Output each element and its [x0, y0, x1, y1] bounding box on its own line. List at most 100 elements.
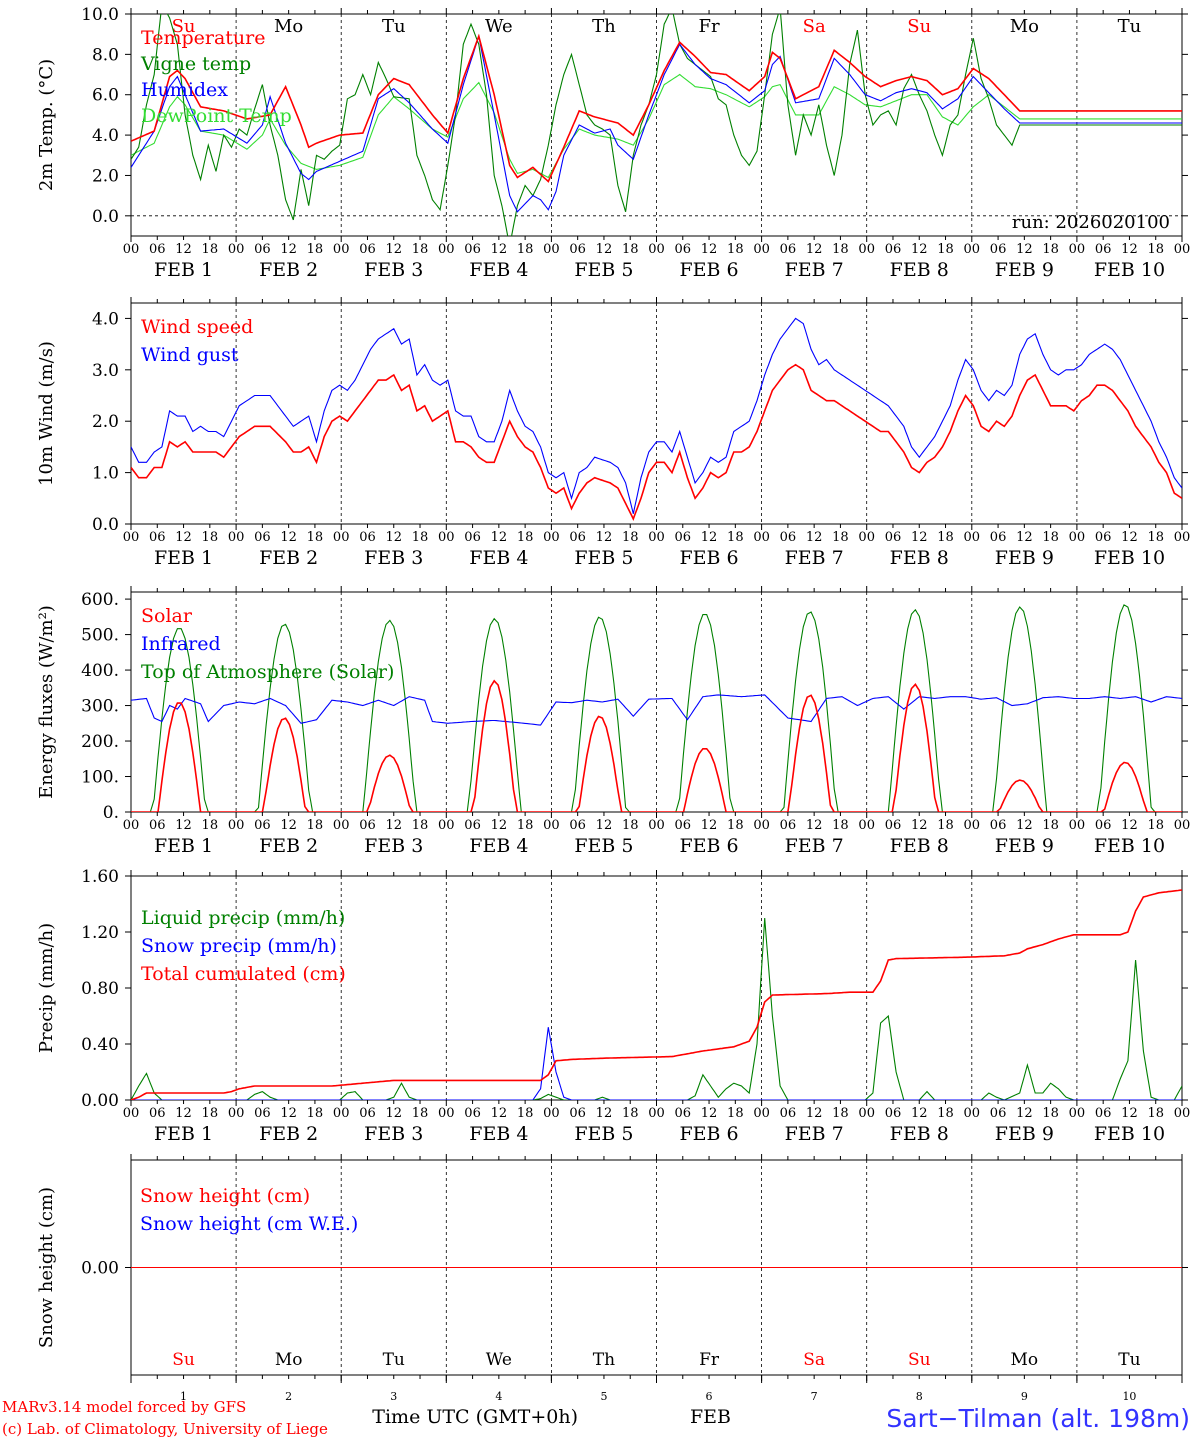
day-name-label: Mo [1010, 16, 1039, 37]
model-credit: MARv3.14 model forced by GFS [2, 1398, 246, 1416]
hour-tick-label: 06 [149, 530, 166, 545]
day-name-label: Sa [803, 16, 826, 37]
hour-tick-label: 18 [202, 1106, 219, 1121]
hour-tick-label: 12 [701, 818, 718, 833]
hour-tick-label: 00 [753, 1106, 770, 1121]
date-label: FEB 3 [364, 1123, 423, 1145]
hour-tick-label: 06 [464, 242, 481, 257]
legend-entry: Snow height (cm W.E.) [140, 1213, 358, 1235]
hour-tick-label: 12 [1121, 530, 1138, 545]
wind-panel: 00 06 12 18 00 06 12 18 00 06 12 18 00 06 12 18 00 06 12 18… [36, 297, 1190, 569]
hour-tick-label: 00 [1069, 242, 1086, 257]
date-label: FEB 5 [574, 1123, 633, 1145]
day-number-label: 6 [706, 1390, 713, 1403]
hour-tick-label: 18 [937, 818, 954, 833]
hour-tick-label: 18 [517, 530, 534, 545]
hour-tick-label: 06 [780, 818, 797, 833]
day-number-label: 7 [811, 1390, 818, 1403]
hour-tick-label: 06 [464, 530, 481, 545]
hour-tick-label: 00 [123, 818, 140, 833]
legend-entry: Temperature [141, 27, 265, 49]
hour-tick-label: 18 [727, 818, 744, 833]
snow-y-axis-label: Snow height (cm) [36, 1187, 57, 1348]
hour-tick-label: 18 [1042, 818, 1059, 833]
legend-entry: Liquid precip (mm/h) [141, 907, 345, 929]
station-name: Sart−Tilman (alt. 198m) [886, 1404, 1190, 1433]
y-tick-label: 0.80 [81, 979, 119, 999]
hour-tick-label: 12 [1016, 818, 1033, 833]
hour-tick-label: 00 [438, 242, 455, 257]
hour-tick-label: 18 [412, 1106, 429, 1121]
date-label: FEB 8 [890, 835, 949, 857]
hour-tick-label: 12 [701, 530, 718, 545]
day-number-label: 1 [180, 1390, 187, 1403]
date-label: FEB 6 [679, 835, 738, 857]
hour-tick-label: 12 [806, 818, 823, 833]
hour-tick-label: 18 [517, 242, 534, 257]
hour-tick-label: 06 [569, 1106, 586, 1121]
hour-tick-label: 00 [648, 530, 665, 545]
hour-tick-label: 00 [333, 818, 350, 833]
hour-tick-label: 12 [1121, 1106, 1138, 1121]
day-name-label: Su [172, 16, 196, 37]
hour-tick-label: 18 [412, 818, 429, 833]
hour-tick-label: 12 [175, 1106, 192, 1121]
hour-tick-label: 06 [780, 530, 797, 545]
date-label: FEB 10 [1094, 835, 1165, 857]
hour-tick-label: 18 [412, 530, 429, 545]
day-name-label: Su [172, 1350, 195, 1370]
hour-tick-label: 00 [1069, 818, 1086, 833]
hour-tick-label: 18 [832, 1106, 849, 1121]
y-tick-label: 100. [81, 768, 119, 788]
hour-tick-label: 18 [307, 818, 324, 833]
hour-tick-label: 18 [832, 530, 849, 545]
hour-tick-label: 18 [727, 530, 744, 545]
day-name-label: Th [592, 16, 616, 37]
hour-tick-label: 12 [806, 1106, 823, 1121]
day-name-label: Sa [803, 1350, 825, 1370]
hour-tick-label: 06 [569, 242, 586, 257]
legend-entry: Wind speed [141, 316, 253, 338]
hour-tick-label: 18 [622, 1106, 639, 1121]
hour-tick-label: 12 [385, 242, 402, 257]
energy-y-axis-label: Energy fluxes (W/m²) [36, 605, 57, 799]
hour-tick-label: 18 [202, 530, 219, 545]
hour-tick-label: 00 [228, 1106, 245, 1121]
date-label: FEB 6 [679, 1123, 738, 1145]
date-label: FEB 2 [259, 835, 318, 857]
hour-tick-label: 12 [280, 530, 297, 545]
hour-tick-label: 06 [885, 242, 902, 257]
date-label: FEB 10 [1094, 259, 1165, 281]
hour-tick-label: 00 [543, 1106, 560, 1121]
hour-tick-label: 06 [254, 818, 271, 833]
date-label: FEB 1 [154, 259, 213, 281]
y-tick-label: 400. [81, 661, 119, 681]
hour-tick-label: 06 [990, 242, 1007, 257]
day-name-label: Tu [383, 1350, 405, 1370]
date-label: FEB 9 [995, 835, 1054, 857]
date-label: FEB 4 [469, 835, 528, 857]
hour-tick-label: 12 [385, 530, 402, 545]
wind-series-wind-speed [131, 363, 1182, 521]
hour-tick-label: 12 [1016, 530, 1033, 545]
day-name-label: Tu [1118, 16, 1142, 37]
hour-tick-label: 00 [858, 242, 875, 257]
run-annotation: run: 2026020100 [1012, 212, 1170, 233]
hour-tick-label: 12 [491, 818, 508, 833]
hour-tick-label: 00 [964, 1106, 981, 1121]
hour-tick-label: 06 [675, 818, 692, 833]
y-tick-label: 3.0 [92, 361, 119, 381]
hour-tick-label: 00 [333, 530, 350, 545]
hour-tick-label: 06 [780, 242, 797, 257]
hour-tick-label: 18 [307, 1106, 324, 1121]
hour-tick-label: 00 [228, 530, 245, 545]
hour-tick-label: 06 [569, 818, 586, 833]
hour-tick-label: 06 [149, 242, 166, 257]
hour-tick-label: 12 [1121, 818, 1138, 833]
y-tick-label: 4.0 [92, 309, 119, 329]
day-name-label: We [486, 1350, 512, 1370]
temperature-series-vigne-temp [131, 14, 1182, 236]
day-name-label: Su [908, 1350, 931, 1370]
y-tick-label: 0. [103, 803, 119, 823]
